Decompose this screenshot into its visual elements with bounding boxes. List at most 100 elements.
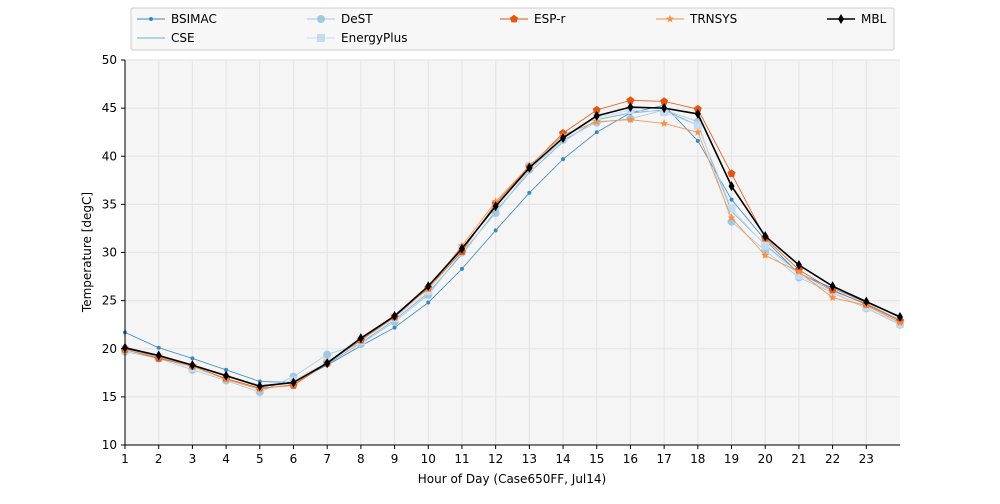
x-tick-label: 17 (656, 452, 671, 466)
data-point-esp-r (693, 104, 702, 113)
y-tick-label: 20 (102, 342, 117, 356)
series-line-bsimac (124, 104, 901, 383)
data-point-bsimac (695, 138, 700, 143)
y-tick-label: 50 (102, 53, 117, 67)
data-point-mbl (661, 103, 668, 114)
data-point-mbl (560, 132, 567, 143)
x-tick-label: 4 (222, 452, 230, 466)
data-point-mbl (863, 296, 870, 307)
data-point-energyplus (794, 271, 803, 280)
legend-label: DeST (341, 12, 373, 26)
x-tick-label: 18 (690, 452, 705, 466)
x-tick-label: 10 (421, 452, 436, 466)
x-tick-label: 1 (121, 452, 129, 466)
legend-label: ESP-r (534, 12, 566, 26)
legend-entry-mbl: MBL (827, 12, 887, 26)
data-point-mbl (155, 350, 162, 361)
legend-swatch-marker (150, 37, 152, 39)
legend-label: EnergyPlus (341, 31, 407, 45)
legend-label: BSIMAC (171, 12, 217, 26)
series-line-dest (124, 109, 901, 393)
x-tick-label: 16 (623, 452, 638, 466)
legend-swatch-marker (149, 17, 153, 21)
x-tick-label: 15 (589, 452, 604, 466)
data-point-esp-r (727, 169, 736, 177)
data-point-bsimac (527, 190, 532, 195)
data-point-energyplus (693, 121, 702, 130)
data-point-mbl (357, 333, 364, 344)
data-point-bsimac (224, 367, 229, 372)
x-tick-label: 11 (454, 452, 469, 466)
data-point-mbl (492, 201, 499, 212)
data-point-dest (323, 350, 332, 359)
data-point-trnsys (794, 267, 803, 276)
y-tick-label: 35 (102, 197, 117, 211)
y-tick-label: 40 (102, 149, 117, 163)
legend-label: TRNSYS (689, 12, 737, 26)
data-point-esp-r (592, 105, 601, 114)
data-point-bsimac (392, 325, 397, 330)
series-line-mbl (124, 106, 901, 388)
x-tick-label: 21 (791, 452, 806, 466)
legend-entry-energyplus: EnergyPlus (307, 31, 407, 45)
data-point-dest (491, 209, 500, 218)
data-point-trnsys (660, 119, 669, 127)
data-point-mbl (762, 231, 769, 242)
x-tick-label: 8 (357, 452, 365, 466)
x-tick-label: 3 (189, 452, 197, 466)
data-point-trnsys (693, 128, 702, 136)
series-line-esp-r (124, 100, 901, 389)
y-tick-label: 45 (102, 101, 117, 115)
legend-swatch-marker (510, 14, 518, 23)
data-point-mbl (593, 110, 600, 121)
legend-swatch-marker (317, 15, 325, 23)
x-tick-label: 13 (522, 452, 537, 466)
data-point-trnsys (761, 251, 770, 259)
data-point-mbl (458, 243, 465, 254)
data-point-mbl (290, 377, 297, 388)
data-point-bsimac (190, 356, 195, 361)
legend-entry-dest: DeST (307, 12, 373, 26)
data-point-mbl (627, 102, 634, 113)
data-point-mbl (324, 358, 331, 369)
data-point-bsimac (594, 130, 599, 135)
data-point-esp-r (626, 96, 635, 104)
series-mbl (122, 102, 903, 392)
x-tick-label: 2 (155, 452, 163, 466)
data-point-mbl (897, 311, 903, 322)
legend-frame (130, 7, 895, 51)
x-tick-label: 6 (290, 452, 298, 466)
x-tick-label: 12 (488, 452, 503, 466)
data-point-mbl (694, 108, 701, 119)
legend-entry-bsimac: BSIMAC (137, 12, 217, 26)
data-point-mbl (526, 162, 533, 173)
data-point-trnsys (626, 115, 635, 124)
y-tick-label: 25 (102, 294, 117, 308)
data-point-bsimac (729, 197, 734, 202)
data-point-mbl (391, 311, 398, 322)
data-point-bsimac (459, 266, 464, 271)
legend-swatch-marker (317, 34, 325, 42)
legend-label: CSE (171, 31, 195, 45)
data-point-energyplus (727, 204, 736, 213)
y-tick-label: 30 (102, 246, 117, 260)
legend-label: MBL (861, 12, 887, 26)
x-axis-label: Hour of Day (Case650FF, Jul14) (418, 472, 606, 486)
x-tick-label: 14 (555, 452, 570, 466)
data-point-esp-r (660, 97, 669, 105)
y-tick-label: 15 (102, 390, 117, 404)
x-tick-label: 9 (391, 452, 399, 466)
data-point-bsimac (426, 300, 431, 305)
x-tick-label: 23 (859, 452, 874, 466)
x-tick-label: 19 (724, 452, 739, 466)
data-point-trnsys (727, 213, 736, 222)
data-point-bsimac (561, 157, 566, 162)
y-axis-label: Temperature [degC] (80, 192, 94, 313)
data-point-mbl (256, 381, 263, 392)
legend-entry-cse: CSE (137, 31, 195, 45)
axes: 1 2 3 4 5 6 7 8 9 10 11 12 13 14 15 16 17 18 19 20 21 22 23101… (102, 53, 900, 466)
legend-swatch-marker (666, 14, 674, 23)
data-point-bsimac (493, 228, 498, 233)
legend-entry-trnsys: TRNSYS (656, 12, 737, 26)
